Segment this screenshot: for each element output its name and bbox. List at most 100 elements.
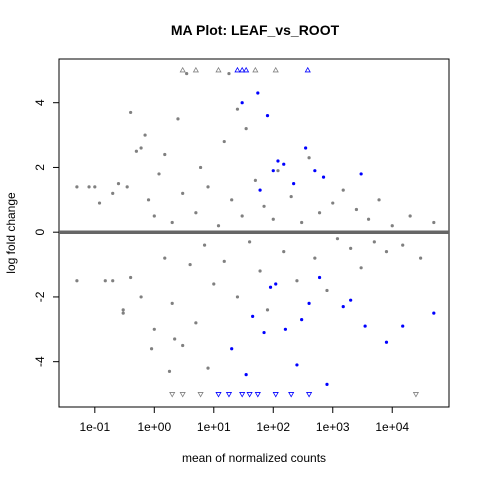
y-axis-label: log fold change — [4, 192, 18, 274]
gene-point — [111, 279, 114, 282]
gene-point — [262, 205, 265, 208]
gene-point — [236, 295, 239, 298]
gene-point — [135, 150, 138, 153]
gene-point — [104, 279, 107, 282]
gene-point — [129, 111, 132, 114]
gene-point — [360, 266, 363, 269]
gene-point — [185, 72, 188, 75]
significant-point — [256, 91, 259, 94]
significant-point — [318, 276, 321, 279]
gene-point — [194, 321, 197, 324]
gene-point — [419, 256, 422, 259]
gene-point — [391, 224, 394, 227]
gene-point — [163, 153, 166, 156]
gene-point — [122, 312, 125, 315]
gene-point — [349, 247, 352, 250]
gene-point — [93, 185, 96, 188]
significant-point — [342, 305, 345, 308]
gene-point — [171, 221, 174, 224]
gene-point — [217, 224, 220, 227]
significant-point — [307, 302, 310, 305]
y-tick-label: 0 — [33, 229, 47, 236]
x-tick-label: 1e-01 — [79, 420, 110, 434]
chart-title: MA Plot: LEAF_vs_ROOT — [171, 22, 340, 38]
significant-point — [282, 163, 285, 166]
gene-point — [203, 244, 206, 247]
gene-point — [377, 198, 380, 201]
gene-point — [75, 185, 78, 188]
gene-point — [223, 260, 226, 263]
x-axis-label: mean of normalized counts — [182, 451, 326, 465]
y-tick-label: -2 — [33, 291, 47, 302]
gene-point — [276, 169, 279, 172]
gene-point — [245, 127, 248, 130]
gene-point — [122, 308, 125, 311]
gene-point — [157, 172, 160, 175]
gene-point — [140, 295, 143, 298]
gene-point — [266, 308, 269, 311]
gene-point — [355, 208, 358, 211]
gene-point — [248, 240, 251, 243]
significant-point — [313, 169, 316, 172]
gene-point — [331, 201, 334, 204]
significant-point — [284, 328, 287, 331]
gene-point — [189, 263, 192, 266]
significant-point — [292, 182, 295, 185]
gene-point — [181, 192, 184, 195]
gene-point — [173, 337, 176, 340]
significant-point — [266, 114, 269, 117]
significant-point — [325, 383, 328, 386]
significant-point — [349, 299, 352, 302]
gene-point — [163, 256, 166, 259]
gene-point — [336, 237, 339, 240]
gene-point — [318, 211, 321, 214]
gene-point — [367, 218, 370, 221]
gene-point — [254, 179, 257, 182]
gene-point — [432, 221, 435, 224]
significant-point — [276, 159, 279, 162]
gene-point — [129, 276, 132, 279]
gene-point — [147, 198, 150, 201]
gene-point — [75, 279, 78, 282]
gene-point — [342, 189, 345, 192]
x-tick-label: 1e+03 — [316, 420, 350, 434]
significant-point — [322, 176, 325, 179]
gene-point — [199, 166, 202, 169]
gene-point — [111, 192, 114, 195]
gene-point — [325, 289, 328, 292]
significant-point — [262, 331, 265, 334]
y-tick-label: -4 — [33, 356, 47, 367]
gene-point — [300, 221, 303, 224]
gene-point — [117, 182, 120, 185]
gene-point — [171, 302, 174, 305]
y-tick-label: 2 — [33, 164, 47, 171]
gene-point — [181, 344, 184, 347]
gene-point — [206, 367, 209, 370]
y-tick-label: 4 — [33, 99, 47, 106]
gene-point — [194, 211, 197, 214]
gene-point — [206, 185, 209, 188]
gene-point — [153, 328, 156, 331]
gene-point — [140, 146, 143, 149]
significant-point — [401, 324, 404, 327]
significant-point — [272, 169, 275, 172]
significant-point — [274, 282, 277, 285]
gene-point — [176, 117, 179, 120]
gene-point — [295, 279, 298, 282]
gene-point — [313, 256, 316, 259]
x-tick-label: 1e+02 — [256, 420, 290, 434]
gene-point — [401, 244, 404, 247]
gene-point — [409, 214, 412, 217]
gene-point — [290, 195, 293, 198]
gene-point — [385, 250, 388, 253]
significant-point — [241, 101, 244, 104]
significant-point — [269, 286, 272, 289]
significant-point — [230, 347, 233, 350]
gene-point — [87, 185, 90, 188]
significant-point — [364, 324, 367, 327]
significant-point — [360, 172, 363, 175]
x-tick-label: 1e+00 — [137, 420, 171, 434]
gene-point — [227, 72, 230, 75]
